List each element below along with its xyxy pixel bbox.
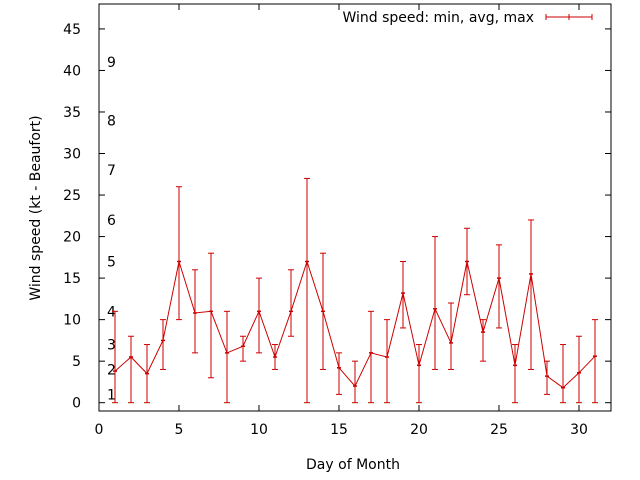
y-tick-label: 35: [63, 105, 81, 121]
y-tick-label: 20: [63, 230, 81, 246]
beaufort-label: 6: [107, 213, 116, 229]
y-tick-label: 5: [72, 354, 81, 370]
x-tick-label: 20: [410, 422, 428, 438]
x-tick-label: 30: [570, 422, 588, 438]
x-tick-label: 5: [175, 422, 184, 438]
x-tick-label: 25: [490, 422, 508, 438]
x-axis-label: Day of Month: [306, 457, 400, 473]
beaufort-label: 2: [107, 362, 116, 378]
beaufort-label: 4: [107, 304, 116, 320]
series-layer: [112, 177, 598, 404]
y-tick-label: 0: [72, 396, 81, 412]
beaufort-label: 9: [107, 55, 116, 71]
y-axis-label: Wind speed (kt - Beaufort): [28, 115, 44, 300]
y-tick-label: 40: [63, 63, 81, 79]
y-tick-label: 45: [63, 22, 81, 38]
beaufort-label: 8: [107, 113, 116, 129]
beaufort-label: 1: [107, 387, 116, 403]
y-tick-label: 15: [63, 271, 81, 287]
plot-frame: [98, 3, 612, 412]
beaufort-label: 5: [107, 254, 116, 270]
x-tick-label: 10: [250, 422, 268, 438]
legend: Wind speed: min, avg, max: [342, 10, 593, 26]
y-tick-label: 10: [63, 313, 81, 329]
x-tick-label: 15: [330, 422, 348, 438]
y-tick-label: 25: [63, 188, 81, 204]
plot-area: [98, 3, 612, 412]
beaufort-label: 7: [107, 163, 116, 179]
legend-label: Wind speed: min, avg, max: [342, 10, 534, 26]
beaufort-label: 3: [107, 338, 116, 354]
beaufort-scale-labels: 1 2 3 4 5 6 7 8 9: [107, 55, 116, 403]
y-tick-label: 30: [63, 147, 81, 163]
x-tick-label: 0: [95, 422, 104, 438]
